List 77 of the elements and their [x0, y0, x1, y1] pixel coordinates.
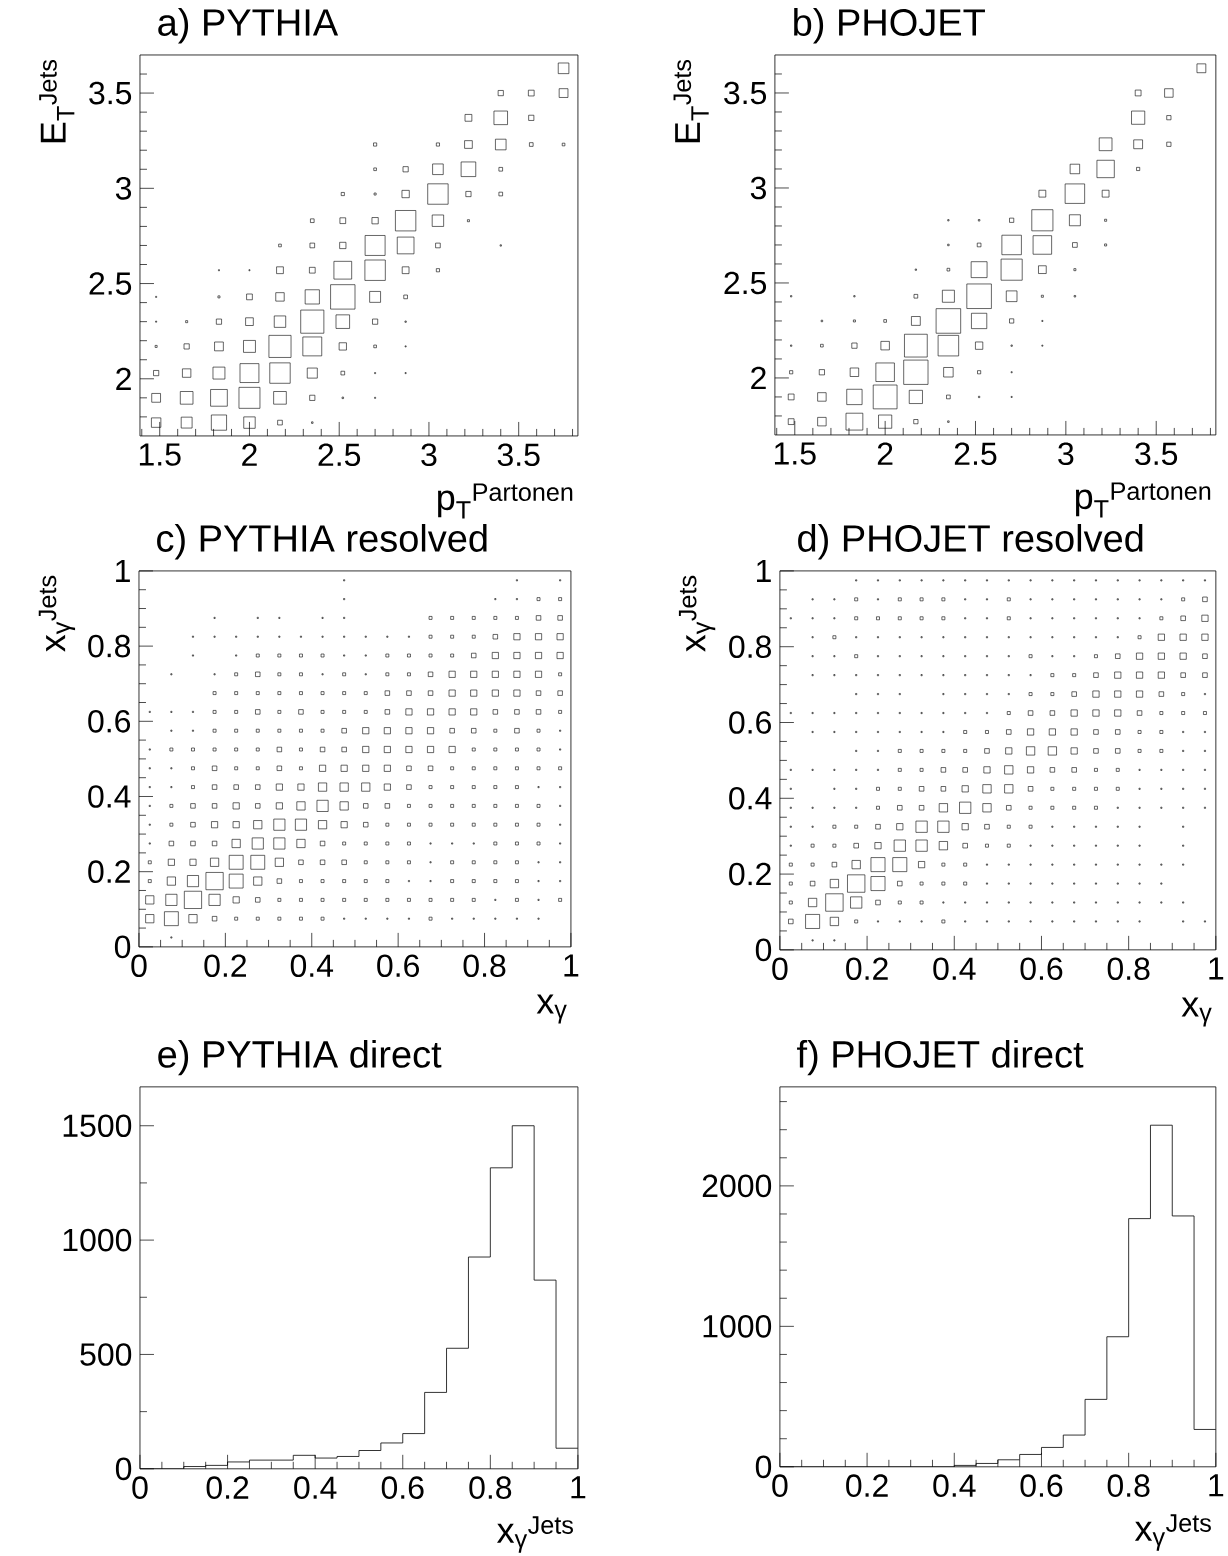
x-axis-title: p$_{T}$Partonen	[438, 483, 573, 519]
chart-title: a) PYTHIA	[158, 8, 339, 44]
x-tick-label: 3	[1058, 442, 1074, 466]
chart-title: b) PHOJET	[794, 8, 985, 44]
y-tick-label: 2.5	[724, 271, 766, 295]
x-tick-label: 2	[242, 443, 257, 466]
x-tick-label: 0	[772, 957, 788, 981]
y-tick-label: 3.5	[724, 81, 766, 105]
y-tick-label: 1	[756, 559, 771, 582]
x-tick-label: 0.6	[1020, 1474, 1063, 1497]
y-tick-label: 1000	[703, 1315, 772, 1338]
x-tick-label: 3.5	[1135, 442, 1178, 466]
x-tick-label: 3	[421, 443, 437, 467]
y-axis-title: E$_{T}$Jets	[39, 59, 75, 143]
x-tick-label: 0.6	[377, 954, 419, 978]
y-axis-title: x$_{γ}$$^{Jets}$	[678, 575, 716, 652]
x-tick-label: 1	[1209, 1474, 1224, 1497]
x-tick-label: 0.8	[1107, 957, 1150, 981]
x-axis-title: x$_{γ}$$^{Jets}$	[496, 1516, 573, 1553]
x-tick-label: 1	[571, 1476, 586, 1499]
y-tick-label: 2000	[702, 1174, 772, 1198]
y-tick-label: 0.6	[729, 711, 771, 734]
x-tick-label: 2.5	[954, 442, 997, 466]
y-tick-label: 0.4	[729, 786, 772, 810]
chart-title: e) PYTHIA direct	[158, 1039, 442, 1076]
y-tick-label: 0.2	[729, 862, 771, 886]
y-tick-label: 2	[116, 367, 131, 390]
y-tick-label: 3	[115, 177, 132, 200]
y-tick-label: 1	[116, 559, 130, 582]
x-tick-label: 1.5	[139, 443, 181, 466]
x-tick-label: 0.6	[1020, 957, 1063, 981]
x-tick-label: 0.6	[381, 1476, 424, 1499]
y-axis-title: E$_{T}$Jets	[673, 59, 709, 143]
x-tick-label: 0.4	[294, 1476, 337, 1499]
y-tick-label: 0.6	[88, 709, 131, 733]
y-tick-label: 2	[751, 366, 766, 390]
y-tick-label: 1500	[63, 1114, 132, 1138]
x-axis-title: p$_{T}$Partonen	[1075, 482, 1211, 518]
y-tick-label: 0.8	[729, 635, 771, 659]
y-tick-label: 500	[80, 1343, 132, 1366]
chart-title: f) PHOJET direct	[797, 1039, 1084, 1076]
x-axis-title: x$_{γ}$	[536, 994, 567, 1024]
x-tick-label: 1.5	[774, 442, 816, 465]
x-tick-label: 0.8	[1107, 1474, 1150, 1497]
x-tick-label: 2	[877, 442, 893, 465]
chart-title: c) PYTHIA resolved	[157, 523, 487, 560]
x-tick-label: 0.2	[206, 1476, 249, 1499]
x-tick-label: 0.2	[204, 954, 246, 978]
x-tick-label: 0.8	[463, 954, 506, 978]
y-tick-label: 0.4	[88, 785, 131, 808]
y-axis-title: x$_{γ}$$^{Jets}$	[38, 575, 76, 652]
y-tick-label: 0	[115, 1457, 132, 1481]
y-tick-label: 1000	[63, 1228, 132, 1252]
y-tick-label: 0	[755, 938, 772, 962]
x-tick-label: 0.4	[933, 1474, 976, 1497]
y-tick-label: 2.5	[89, 272, 132, 295]
y-tick-label: 0	[755, 1455, 772, 1479]
x-tick-label: 0	[131, 954, 147, 978]
y-tick-label: 3.5	[89, 81, 132, 105]
x-tick-label: 0.2	[846, 1474, 888, 1497]
x-axis-title: x$_{γ}$	[1181, 997, 1212, 1027]
x-tick-label: 0.2	[846, 957, 888, 981]
x-tick-label: 2.5	[318, 443, 361, 467]
x-tick-label: 1	[1209, 957, 1224, 980]
x-tick-label: 0.4	[290, 954, 334, 978]
y-tick-label: 3	[750, 176, 766, 200]
x-tick-label: 0	[772, 1474, 788, 1497]
x-axis-title: x$_{γ}$$^{Jets}$	[1134, 1514, 1211, 1551]
x-tick-label: 0.4	[933, 957, 976, 981]
x-tick-label: 3.5	[497, 443, 540, 467]
x-tick-label: 0	[132, 1476, 148, 1499]
y-tick-label: 0	[114, 935, 131, 959]
x-tick-label: 1	[564, 954, 579, 977]
chart-title: d) PHOJET resolved	[798, 523, 1143, 560]
x-tick-label: 0.8	[469, 1476, 512, 1499]
y-tick-label: 0.2	[88, 860, 130, 884]
y-tick-label: 0.8	[88, 634, 131, 658]
